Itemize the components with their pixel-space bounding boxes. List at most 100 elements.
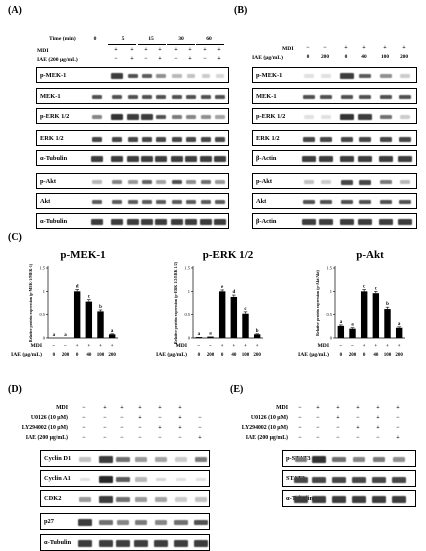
mdi-sign-c-0: − (64, 343, 67, 349)
mdi-sign-b: − (306, 45, 310, 51)
sign-d: − (82, 405, 86, 411)
y-tick-label-0: 0 (43, 336, 46, 341)
blot-erk-1-2-a3: ERK 1/2 (36, 130, 229, 146)
band (173, 540, 189, 547)
mdi-sign-c-2: + (363, 343, 366, 349)
mdi-sign-c-1: + (256, 343, 259, 349)
bar-2-4 (384, 309, 391, 338)
sign-d: − (103, 415, 107, 421)
sign-e: − (316, 435, 320, 441)
time-underline-5 (108, 44, 136, 45)
dose-label-c-0: 200 (108, 353, 116, 358)
band (78, 497, 92, 502)
band (91, 156, 103, 162)
band (201, 74, 211, 78)
dose-label-c-0: 200 (62, 353, 70, 358)
band (340, 179, 354, 185)
dose-label-c-0: 0 (76, 353, 79, 358)
band (319, 219, 333, 225)
sign-e: − (298, 435, 302, 441)
sign-e: − (298, 405, 302, 411)
blot-mek-1-a1: MEK-1 (36, 88, 229, 104)
time-5: 5 (121, 36, 125, 42)
sign-d: − (82, 425, 86, 431)
band (358, 136, 372, 142)
band (332, 456, 346, 463)
sig-letter-1-2: e (221, 285, 224, 290)
sig-letter-2-1: a (351, 323, 354, 328)
mdi-sign-a: + (144, 47, 148, 53)
band (175, 457, 187, 462)
sign-d: + (158, 405, 162, 411)
band (214, 219, 226, 225)
mdi-sign-a: + (217, 47, 221, 53)
bar-0-4 (97, 311, 104, 338)
band (111, 114, 123, 120)
y-tick-label-2: 0.5 (327, 312, 333, 317)
band (340, 114, 354, 120)
mdi-sign-b: + (383, 45, 387, 51)
bar-1-4 (242, 313, 249, 338)
band (398, 94, 412, 100)
mdi-sign-c-1: + (244, 343, 247, 349)
blot-label-tubulin: α-Tubulin (44, 539, 72, 546)
sign-d: − (82, 415, 86, 421)
band (91, 219, 103, 225)
panel-label-a: (A) (8, 5, 22, 16)
time-15: 15 (148, 36, 154, 42)
band (399, 180, 411, 184)
iae-label-b: IAE (μg/mL) (252, 55, 283, 61)
band (155, 199, 167, 205)
sign-d: + (178, 415, 182, 421)
sig-letter-2-3: c (375, 286, 378, 291)
band (215, 115, 225, 119)
blot-label-p-erk-1-2: p-ERK 1/2 (40, 112, 70, 120)
iae-dose-b: 0 (344, 54, 348, 60)
time-30: 30 (178, 36, 184, 42)
dose-label-c-1: 200 (253, 353, 261, 358)
band (302, 156, 316, 162)
sign-e: + (336, 415, 340, 421)
time-underline-15 (138, 44, 166, 45)
band (155, 219, 167, 225)
band (293, 496, 309, 503)
blot-label-p-mek-1: p-MEK-1 (40, 71, 67, 79)
dose-label-c-1: 40 (231, 353, 237, 358)
band (127, 114, 139, 120)
blot-mek-1-b1: MEK-1 (252, 88, 417, 104)
mdi-sign-b: + (402, 45, 406, 51)
band (141, 114, 153, 120)
sign-d: − (82, 435, 86, 441)
sign-e: + (356, 405, 360, 411)
band (320, 180, 332, 184)
band (174, 519, 188, 526)
sign-d: − (198, 415, 202, 421)
mdi-sign-a: + (130, 47, 134, 53)
mdi-sign-c-1: + (232, 343, 235, 349)
mdi-sign-c-0: + (87, 343, 90, 349)
blot-label-cyclin-d1: Cyclin D1 (44, 455, 72, 462)
iae-dose-b: 100 (380, 54, 390, 60)
sign-d: − (158, 435, 162, 441)
band (214, 199, 226, 205)
band (303, 180, 315, 184)
band (127, 136, 139, 142)
band (195, 477, 207, 482)
band (156, 180, 166, 184)
band (134, 497, 148, 502)
band (380, 73, 392, 79)
dose-label-c-1: 200 (207, 353, 215, 358)
chart-ylabel-1: Relative protein expression (p-ERK 1/2/E… (174, 261, 178, 344)
band (92, 114, 102, 120)
sig-letter-1-3: d (232, 290, 235, 295)
band (302, 136, 316, 142)
band (391, 496, 407, 503)
bar-2-3 (372, 293, 380, 338)
band (77, 519, 93, 526)
bar-1-2 (218, 291, 226, 338)
sig-letter-0-4: b (99, 305, 102, 310)
mdi-sign-c-0: + (111, 343, 114, 349)
band (185, 219, 197, 225)
iae-sign-a: + (217, 56, 221, 62)
sign-d: − (120, 425, 124, 431)
